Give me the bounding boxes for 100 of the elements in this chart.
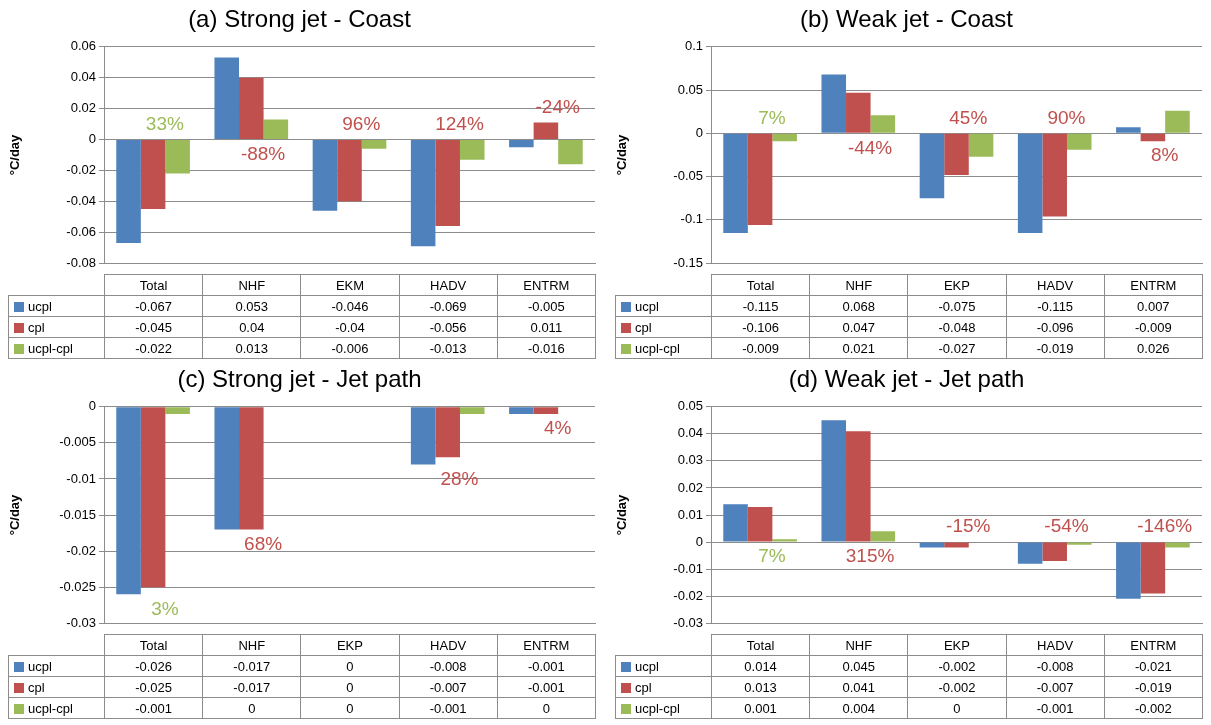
legend-label: cpl	[8, 676, 105, 698]
x-tick-label: EKP	[300, 634, 400, 656]
data-label: -0.002	[907, 655, 1007, 677]
legend-label: ucpl	[8, 295, 105, 317]
bar	[1042, 133, 1067, 217]
y-tick-label: 0	[88, 131, 96, 147]
data-label: -0.096	[1006, 316, 1105, 338]
data-label: 0.021	[809, 337, 908, 359]
data-label: 0.053	[202, 295, 301, 317]
data-label: -0.019	[1104, 676, 1203, 698]
y-tick-label: 0	[88, 398, 96, 414]
data-label: -0.002	[1104, 697, 1203, 719]
bar	[361, 140, 387, 149]
data-label: -0.006	[300, 337, 400, 359]
bar	[1017, 542, 1043, 564]
data-label: 0.013	[202, 337, 301, 359]
data-label: 0.04	[202, 316, 301, 338]
x-tick-label: ENTRM	[1104, 634, 1203, 656]
data-label: 0.011	[497, 316, 596, 338]
annotation: 33%	[145, 112, 184, 134]
data-label: 0.047	[809, 316, 908, 338]
data-label: -0.115	[1006, 295, 1105, 317]
data-label: -0.021	[1104, 655, 1203, 677]
y-tick-label: -0.03	[673, 614, 703, 630]
data-label: -0.007	[399, 676, 498, 698]
y-tick-label: -0.05	[673, 168, 703, 184]
bar	[435, 140, 460, 227]
x-tick-label: Total	[104, 274, 203, 296]
data-label: 0	[907, 697, 1007, 719]
x-tick-label: HADV	[1006, 634, 1105, 656]
y-tick-label: 0	[695, 124, 703, 140]
bar	[1116, 127, 1141, 133]
y-tick-label: -0.15	[673, 254, 703, 270]
bar	[239, 77, 264, 140]
data-label: -0.045	[104, 316, 203, 338]
data-label: -0.069	[399, 295, 498, 317]
data-label: -0.008	[399, 655, 498, 677]
bar	[337, 140, 362, 202]
data-label: 0.041	[809, 676, 908, 698]
data-label: -0.067	[104, 295, 203, 317]
data-label: -0.001	[104, 697, 203, 719]
data-label: -0.001	[497, 676, 596, 698]
bar	[1066, 542, 1092, 545]
y-tick-label: -0.08	[66, 254, 96, 270]
y-tick-label: -0.02	[66, 542, 96, 558]
bar	[116, 140, 141, 244]
data-label: 0	[497, 697, 596, 719]
bar	[214, 57, 240, 140]
x-tick-label: EKP	[907, 634, 1007, 656]
data-label: -0.002	[907, 676, 1007, 698]
y-tick-label: 0.03	[677, 452, 703, 468]
bar	[870, 531, 896, 542]
bar	[459, 140, 485, 160]
bar	[1042, 542, 1067, 561]
y-tick-label: -0.06	[66, 223, 96, 239]
legend-label: cpl	[615, 676, 712, 698]
x-tick-label: HADV	[399, 634, 498, 656]
y-tick-label: 0.04	[70, 69, 96, 85]
data-label: -0.026	[104, 655, 203, 677]
x-tick-label: NHF	[809, 634, 908, 656]
data-label: -0.001	[1006, 697, 1105, 719]
bar	[821, 420, 847, 542]
y-tick-label: 0.06	[70, 38, 96, 54]
data-label: -0.008	[1006, 655, 1105, 677]
legend-label: ucpl-cpl	[8, 337, 105, 359]
bar	[1140, 542, 1166, 594]
bar	[846, 431, 871, 542]
bar	[846, 92, 871, 133]
annotation: 68%	[244, 532, 283, 554]
y-tick-label: -0.02	[66, 162, 96, 178]
annotation: 315%	[845, 545, 895, 567]
y-tick-label: 0.02	[70, 100, 96, 116]
data-label: 0.007	[1104, 295, 1203, 317]
y-tick-label: 0.05	[677, 398, 703, 414]
x-tick-label: ENTRM	[1104, 274, 1203, 296]
data-label: -0.007	[1006, 676, 1105, 698]
x-tick-label: Total	[104, 634, 203, 656]
legend-label: ucpl-cpl	[615, 697, 712, 719]
x-tick-label: HADV	[399, 274, 498, 296]
bar	[312, 140, 338, 211]
bar	[1017, 133, 1043, 233]
bar	[821, 74, 847, 133]
data-label: -0.017	[202, 676, 301, 698]
data-label: -0.115	[711, 295, 810, 317]
data-label: -0.048	[907, 316, 1007, 338]
bar	[723, 504, 748, 542]
annotation: 7%	[758, 545, 786, 567]
y-tick-label: -0.025	[59, 578, 96, 594]
annotation: -54%	[1044, 515, 1089, 537]
data-label: -0.013	[399, 337, 498, 359]
data-label: 0.014	[711, 655, 810, 677]
annotation: 7%	[758, 106, 786, 128]
annotation: 8%	[1150, 144, 1179, 166]
bar	[558, 140, 583, 165]
data-label: -0.056	[399, 316, 498, 338]
x-tick-label: NHF	[809, 274, 908, 296]
annotation: 3%	[151, 597, 179, 619]
data-label: -0.005	[497, 295, 596, 317]
data-label: -0.009	[711, 337, 810, 359]
y-tick-label: 0	[695, 533, 703, 549]
